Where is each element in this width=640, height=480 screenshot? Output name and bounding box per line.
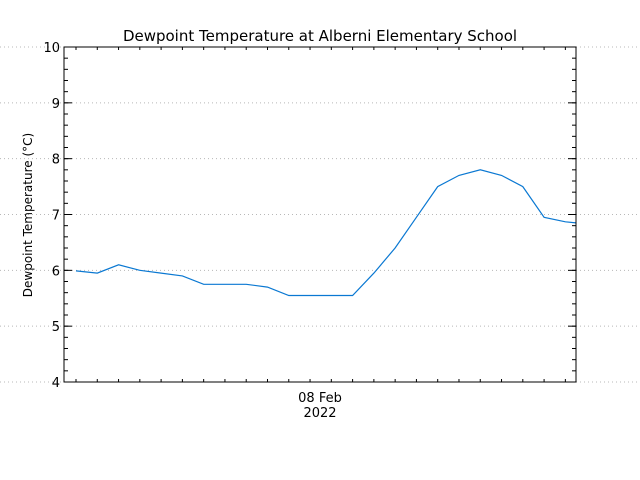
- y-tick-label: 8: [52, 153, 60, 168]
- chart-title: Dewpoint Temperature at Alberni Elementa…: [123, 27, 517, 45]
- y-tick-label: 10: [43, 41, 60, 56]
- y-tick-label: 7: [52, 209, 60, 224]
- y-tick-label: 5: [52, 320, 60, 335]
- y-tick-label: 4: [52, 376, 60, 391]
- y-tick-label: 6: [52, 264, 60, 279]
- y-tick-label: 9: [52, 97, 60, 112]
- grid-lines: [0, 46, 640, 383]
- plot-frame: [63, 46, 577, 383]
- y-axis-label: Dewpoint Temperature (°C): [21, 133, 35, 297]
- x-tick-label-date: 08 Feb: [298, 391, 342, 406]
- dewpoint-series-line: [75, 169, 577, 297]
- y-tick-labels: 4 5 6 7 8 9 10: [43, 41, 60, 391]
- x-tick-label-year: 2022: [303, 406, 336, 421]
